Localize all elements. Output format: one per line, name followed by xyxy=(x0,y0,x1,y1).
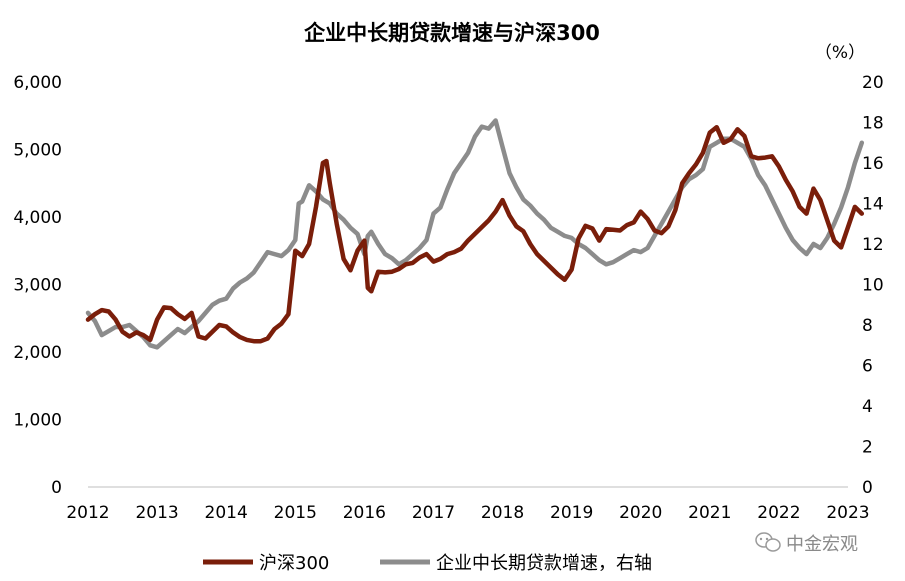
legend: 沪深300 企业中长期贷款增速，右轴 xyxy=(203,553,652,574)
chart-title: 企业中长期贷款增速与沪深300 xyxy=(303,21,600,45)
x-tick-label: 2015 xyxy=(274,503,317,523)
right-axis-unit-label: （%） xyxy=(815,43,865,63)
y-right-tick-label: 18 xyxy=(862,114,884,134)
series-layer xyxy=(85,118,865,350)
y-right-tick-label: 8 xyxy=(862,316,873,336)
x-tick-label: 2016 xyxy=(343,503,386,523)
y-left-tick-label: 6,000 xyxy=(13,73,62,93)
x-tick-label: 2020 xyxy=(619,503,662,523)
x-tick-label: 2012 xyxy=(66,503,109,523)
y-right-tick-label: 0 xyxy=(862,478,873,498)
x-tick-label: 2018 xyxy=(481,503,524,523)
y-left-tick-label: 4,000 xyxy=(13,208,62,228)
y-left-tick-label: 2,000 xyxy=(13,343,62,363)
x-tick-label: 2022 xyxy=(757,503,800,523)
x-tick-label: 2021 xyxy=(688,503,731,523)
x-tick-labels: 2012 2013 2014 2015 2016 2017 2018 2019 2020 2021… xyxy=(66,503,869,523)
y-right-tick-label: 4 xyxy=(862,397,873,417)
y-left-tick-label: 3,000 xyxy=(13,276,62,296)
watermark: 中金宏观 xyxy=(755,532,858,555)
y-left-tick-label: 0 xyxy=(51,478,62,498)
y-left-tick-label: 5,000 xyxy=(13,141,62,161)
wechat-icon xyxy=(755,532,781,552)
y-left-tick-label: 1,000 xyxy=(13,411,62,431)
legend-label-hs300: 沪深300 xyxy=(259,553,329,574)
x-tick-label: 2013 xyxy=(135,503,178,523)
y-right-tick-label: 20 xyxy=(862,73,884,93)
series-line-hs300 xyxy=(85,124,865,344)
y-right-tick-label: 2 xyxy=(862,438,873,458)
x-tick-label: 2017 xyxy=(412,503,455,523)
y-right-tick-label: 10 xyxy=(862,276,884,296)
x-tick-label: 2023 xyxy=(826,503,869,523)
y-left-tick-labels: 0 1,000 2,000 3,000 4,000 5,000 6,000 xyxy=(13,73,62,498)
y-right-tick-labels: 0 2 4 6 8 10 12 14 16 18 20 xyxy=(862,73,884,498)
x-tick-label: 2019 xyxy=(550,503,593,523)
y-right-tick-label: 6 xyxy=(862,357,873,377)
legend-label-loan-growth: 企业中长期贷款增速，右轴 xyxy=(436,553,652,574)
watermark-text: 中金宏观 xyxy=(786,534,858,555)
x-tick-label: 2014 xyxy=(205,503,248,523)
y-right-tick-label: 16 xyxy=(862,154,884,174)
y-right-tick-label: 12 xyxy=(862,235,884,255)
y-right-tick-label: 14 xyxy=(862,195,884,215)
